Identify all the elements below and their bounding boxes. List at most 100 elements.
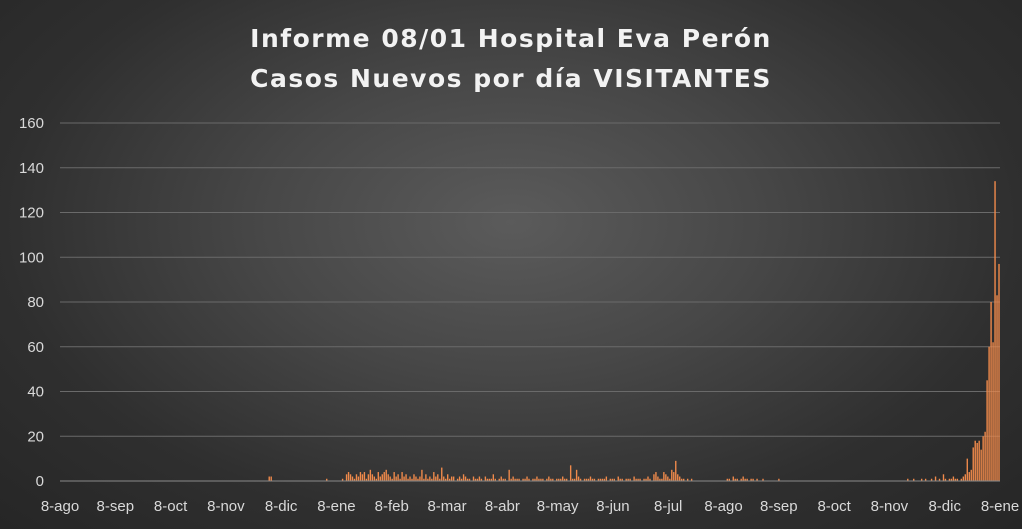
bar <box>621 478 623 481</box>
bar <box>518 478 520 481</box>
bar <box>637 478 639 481</box>
x-tick-label: 8-ago <box>704 498 742 515</box>
y-tick-label: 0 <box>36 473 44 490</box>
bar <box>920 478 923 481</box>
bar <box>649 478 651 481</box>
bar <box>367 474 370 481</box>
bar <box>345 474 348 481</box>
bar <box>952 476 955 481</box>
gridlines <box>60 122 1000 437</box>
bar <box>996 295 998 481</box>
bar <box>601 478 604 481</box>
bar <box>639 478 641 481</box>
bar <box>550 478 552 481</box>
bar <box>363 472 366 481</box>
bar <box>762 478 764 481</box>
bar <box>548 476 550 481</box>
bar <box>972 447 974 481</box>
bar <box>349 474 352 481</box>
bar <box>421 469 423 481</box>
bar <box>437 474 439 481</box>
bar <box>542 478 544 481</box>
bar <box>466 478 469 481</box>
bar <box>560 478 562 481</box>
bar <box>504 478 506 481</box>
bar <box>534 478 536 481</box>
bar <box>462 474 465 481</box>
bar <box>734 478 736 481</box>
bar <box>379 476 381 481</box>
bar <box>643 478 645 481</box>
x-tick-label: 8-ene <box>317 498 355 515</box>
bar <box>460 478 463 481</box>
bar <box>514 478 516 481</box>
bar <box>591 478 594 481</box>
y-tick-label: 140 <box>19 160 44 177</box>
x-tick-label: 8-ene <box>981 498 1019 515</box>
bar <box>464 476 467 481</box>
bar <box>681 478 683 481</box>
bar <box>744 478 746 481</box>
bar <box>490 478 493 481</box>
bar <box>998 263 1000 481</box>
bar <box>579 478 582 481</box>
bar <box>516 478 518 481</box>
bar <box>447 474 449 481</box>
bar <box>375 478 378 481</box>
bar <box>468 478 471 481</box>
bars <box>268 181 1000 482</box>
x-tick-label: 8-oct <box>154 498 188 515</box>
bar <box>502 478 504 481</box>
bar <box>429 476 431 481</box>
bar <box>750 478 752 481</box>
bar <box>478 476 481 481</box>
bar <box>948 478 951 481</box>
bar <box>562 476 564 481</box>
bar <box>347 472 350 481</box>
bar <box>508 469 510 481</box>
bar <box>522 478 524 481</box>
bar <box>538 478 540 481</box>
bar <box>569 465 572 481</box>
bar <box>659 478 661 481</box>
bar <box>540 478 542 481</box>
bar <box>690 478 693 481</box>
bar <box>377 472 379 481</box>
bar <box>399 478 401 481</box>
bar <box>425 474 427 481</box>
bar <box>657 476 659 481</box>
bar <box>728 478 730 481</box>
bar <box>413 474 415 481</box>
bar <box>510 478 512 481</box>
bar <box>415 476 417 481</box>
bar <box>452 476 455 481</box>
y-tick-label: 100 <box>19 249 44 266</box>
bar <box>617 476 619 481</box>
bar <box>682 478 685 481</box>
bar <box>665 474 667 481</box>
bar <box>431 478 433 481</box>
x-tick-label: 8-sep <box>97 498 135 515</box>
bar <box>486 478 489 481</box>
bar <box>391 478 393 481</box>
bar <box>944 478 947 481</box>
bar <box>326 478 328 481</box>
bar <box>597 478 600 481</box>
x-tick-label: 8-dic <box>928 498 961 515</box>
bar <box>456 478 459 481</box>
bar <box>679 476 681 481</box>
bar <box>603 478 606 481</box>
bar <box>669 478 671 481</box>
bar <box>484 476 487 481</box>
x-axis-ticks: 8-ago 8-sep 8-oct 8-nov 8-dic 8-ene 8-feb 8-mar… <box>41 498 1019 515</box>
bar <box>441 467 443 481</box>
bar <box>583 478 586 481</box>
bar <box>585 478 588 481</box>
bar <box>667 476 669 481</box>
bar <box>930 478 933 481</box>
bar <box>629 478 631 481</box>
bar <box>383 472 385 481</box>
bar <box>984 431 986 481</box>
x-tick-label: 8-oct <box>817 498 851 515</box>
bar <box>500 476 502 481</box>
